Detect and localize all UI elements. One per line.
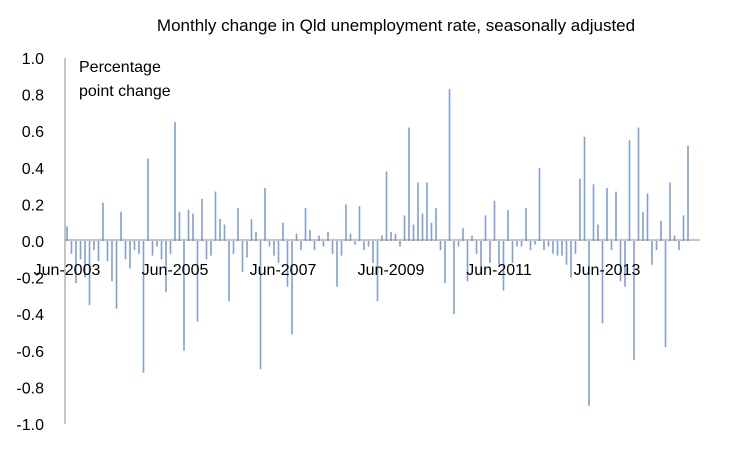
- y-tick-label: 0.6: [22, 124, 44, 141]
- x-tick-label: Jun-2007: [250, 262, 317, 279]
- x-tick-label: Jun-2005: [142, 262, 209, 279]
- y-tick-label: -0.6: [16, 344, 44, 361]
- bars-group: [66, 89, 689, 406]
- x-tick-label: Jun-2011: [466, 262, 532, 279]
- x-tick-label: Jun-2009: [358, 262, 425, 279]
- y-tick-label: -0.2: [16, 271, 44, 288]
- y-tick-label: 0.8: [22, 88, 44, 105]
- y-unit-annotation-line-1: Percentage: [79, 59, 161, 76]
- x-tick-label: Jun-2003: [34, 262, 101, 279]
- y-tick-labels: 1.0 0.8 0.6 0.4 0.2 0.0 -0.2 -0.4 -0.6 -0.8 -1.0: [16, 51, 44, 434]
- x-tick-label: Jun-2013: [574, 262, 641, 279]
- y-tick-label: 0.2: [22, 197, 44, 214]
- y-unit-annotation-line-2: point change: [79, 83, 171, 100]
- y-tick-label: 0.0: [22, 234, 44, 251]
- chart-title: Monthly change in Qld unemployment rate,…: [157, 16, 635, 35]
- y-tick-label: -0.8: [16, 380, 44, 397]
- y-tick-label: 0.4: [22, 161, 44, 178]
- x-tick-labels: Jun-2003 Jun-2005 Jun-2007 Jun-2009 Jun-2011…: [34, 262, 641, 279]
- y-tick-label: 1.0: [22, 51, 44, 68]
- y-tick-label: -1.0: [16, 417, 44, 434]
- y-tick-label: -0.4: [16, 307, 44, 324]
